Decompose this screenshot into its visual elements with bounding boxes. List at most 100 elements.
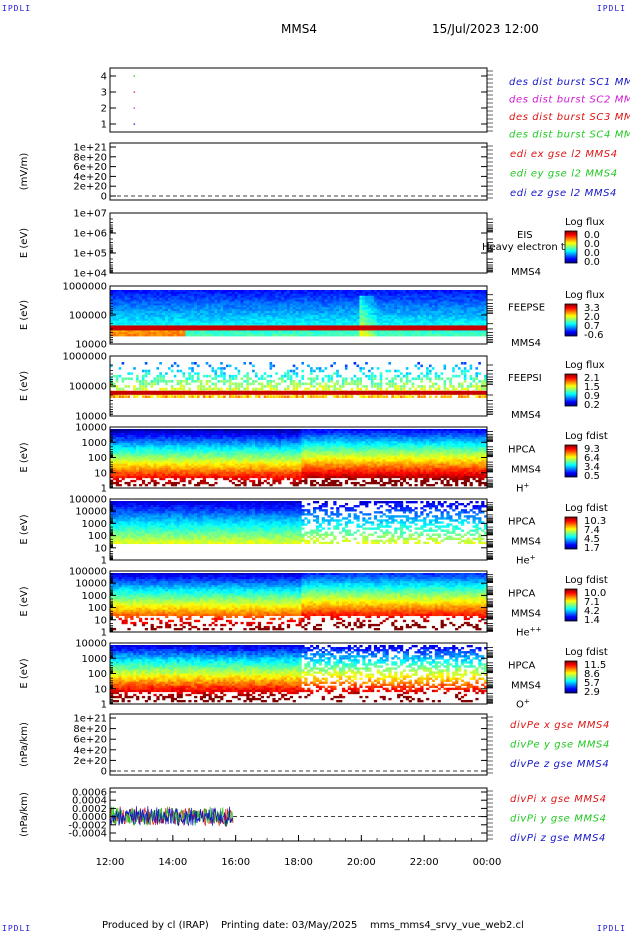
spectrogram-cell [191,314,195,318]
spectrogram-cell [179,303,183,306]
spectrogram-cell [411,307,415,310]
spectrogram-cell [281,301,285,304]
spectrogram-cell [339,316,343,320]
spectrogram-cell [179,311,183,314]
spectrogram-cell [130,465,134,468]
spectrogram-cell [118,316,122,320]
spectrogram-cell [385,320,389,323]
spectrogram-cell [141,297,146,300]
spectrogram-cell [173,481,177,485]
spectrogram-cell [313,330,317,333]
spectrogram-cell [188,299,192,302]
spectrogram-cell [127,377,131,380]
spectrogram-cell [234,297,238,300]
spectrogram-cell [153,305,157,308]
spectrogram-cell [405,318,410,322]
spectrogram-cell [205,387,209,391]
spectrogram-cell [472,334,476,337]
spectrogram-cell [257,316,262,320]
spectrogram-cell [402,332,407,335]
spectrogram-cell [168,295,172,299]
spectrogram-cell [133,443,137,446]
spectrogram-cell [147,481,151,485]
spectrogram-cell [150,463,154,466]
spectrogram-cell [373,332,378,335]
spectrogram-cell [443,318,447,322]
spectrogram-cell [376,295,381,299]
spectrogram-cell [400,309,404,312]
spectrogram-cell [179,465,183,468]
spectrogram-cell [147,305,151,308]
spectrogram-cell [382,318,386,322]
spectrogram-cell [385,301,389,304]
spectrogram-cell [289,314,294,318]
spectrogram-cell [408,293,412,297]
spectrogram-cell [475,313,479,316]
spectrogram-cell [199,387,203,391]
spectrogram-cell [112,322,117,325]
spectrogram-cell [133,322,137,325]
spectrogram-cell [136,473,140,477]
spectrogram-cell [115,467,119,471]
spectrogram-cell [295,293,299,297]
spectrogram-cell [292,372,296,375]
spectrogram-cell [336,382,339,386]
spectrogram-cell [110,314,114,318]
spectrogram-cell [237,330,241,333]
spectrogram-cell [139,318,143,322]
spectrogram-cell [466,291,470,295]
spectrogram-cell [179,431,183,434]
spectrogram-cell [156,291,160,295]
spectrogram-cell [391,313,395,316]
spectrogram-cell [124,307,128,310]
spectrogram-cell [124,303,128,306]
spectrogram-cell [228,313,233,316]
spectrogram-cell [153,307,157,310]
spectrogram-cell [295,372,299,375]
y-tick-label: 1e+21 [73,143,107,154]
spectrogram-cell [159,443,163,446]
spectrogram-cell [170,332,175,335]
spectrogram-cell [159,301,163,304]
spectrogram-cell [310,318,314,322]
spectrogram-cell [182,435,186,438]
spectrogram-cell [139,473,143,477]
spectrogram-cell [368,320,372,323]
spectrogram-cell [443,334,447,337]
spectrogram-cell [304,305,308,308]
spectrogram-cell [162,451,166,454]
spectrogram-cell [124,332,128,335]
spectrogram-cell [231,297,236,300]
spectrogram-cell [437,316,441,320]
spectrogram-cell [281,290,285,293]
spectrogram-cell [185,475,189,479]
spectrogram-cell [220,301,224,304]
spectrogram-cell [176,313,180,316]
spectrogram-cell [133,435,137,438]
spectrogram-cell [205,303,209,306]
spectrogram-cell [197,380,200,383]
spectrogram-cell [220,291,224,295]
spectrogram-cell [173,309,178,312]
spectrogram-cell [414,318,418,322]
spectrogram-cell [289,395,293,398]
spectrogram-cell [475,301,479,304]
spectrogram-cell [382,311,386,314]
spectrogram-cell [243,299,247,302]
spectrogram-cell [191,453,195,456]
spectrogram-cell [237,297,241,300]
spectrogram-cell [408,307,412,310]
spectrogram-cell [466,314,470,318]
spectrogram-cell [411,299,415,302]
spectrogram-cell [243,290,247,293]
spectrogram-cell [194,318,198,322]
spectrogram-cell [249,295,253,299]
spectrogram-cell [478,334,482,337]
spectrogram-cell [481,332,485,335]
spectrogram-cell [344,314,349,318]
spectrogram-cell [173,330,178,333]
spectrogram-cell [478,314,482,318]
spectrogram-cell [211,291,215,295]
spectrogram-cell [153,463,157,466]
spectrogram-cell [391,395,394,398]
